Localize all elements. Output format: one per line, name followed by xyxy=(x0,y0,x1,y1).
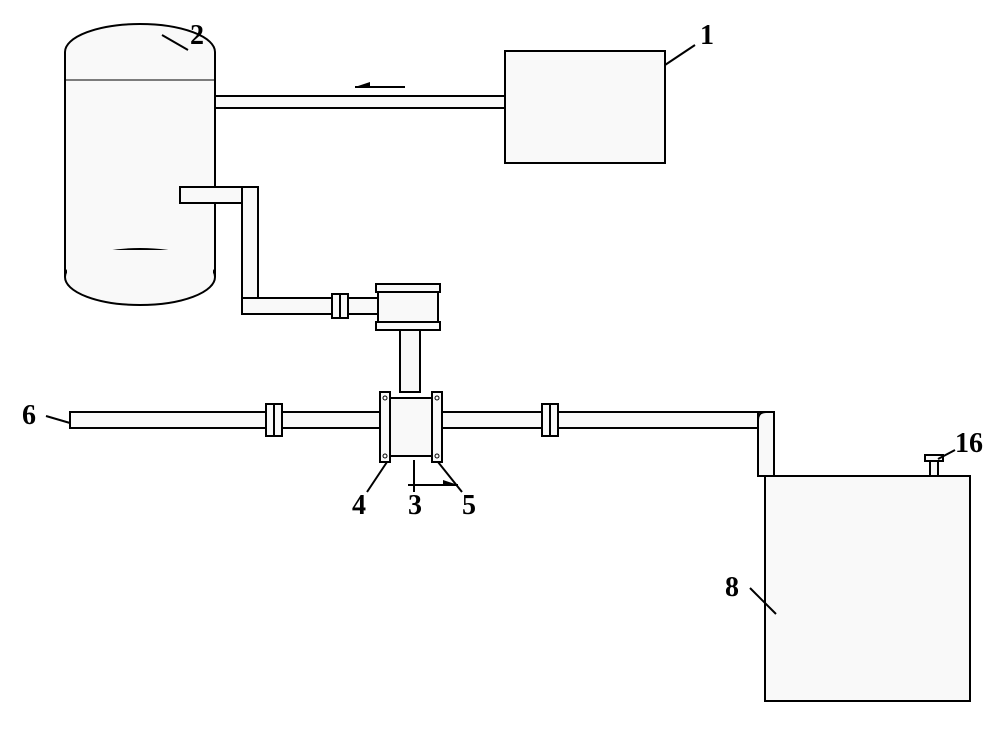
pipe-top xyxy=(215,96,505,108)
label-8: 8 xyxy=(725,572,739,604)
arrow-bottom xyxy=(408,480,458,485)
arrow-top xyxy=(355,82,405,87)
leader-6 xyxy=(46,416,70,423)
leader-1 xyxy=(665,45,695,65)
flange-left xyxy=(266,404,282,436)
connector-top xyxy=(332,294,348,318)
label-2: 2 xyxy=(190,20,204,52)
label-16: 16 xyxy=(955,428,983,460)
diagram-svg xyxy=(0,0,1000,736)
leader-5 xyxy=(438,462,462,492)
label-1: 1 xyxy=(700,20,714,52)
component-2 xyxy=(65,24,215,305)
label-3: 3 xyxy=(408,490,422,522)
label-6: 6 xyxy=(22,400,36,432)
valve-actuator xyxy=(376,284,440,392)
component-8 xyxy=(765,476,970,701)
label-4: 4 xyxy=(352,490,366,522)
component-1 xyxy=(505,51,665,163)
flange-right xyxy=(542,404,558,436)
valve-body xyxy=(380,392,442,462)
leader-4 xyxy=(367,462,387,492)
label-5: 5 xyxy=(462,490,476,522)
pipe-to-box xyxy=(758,412,774,476)
